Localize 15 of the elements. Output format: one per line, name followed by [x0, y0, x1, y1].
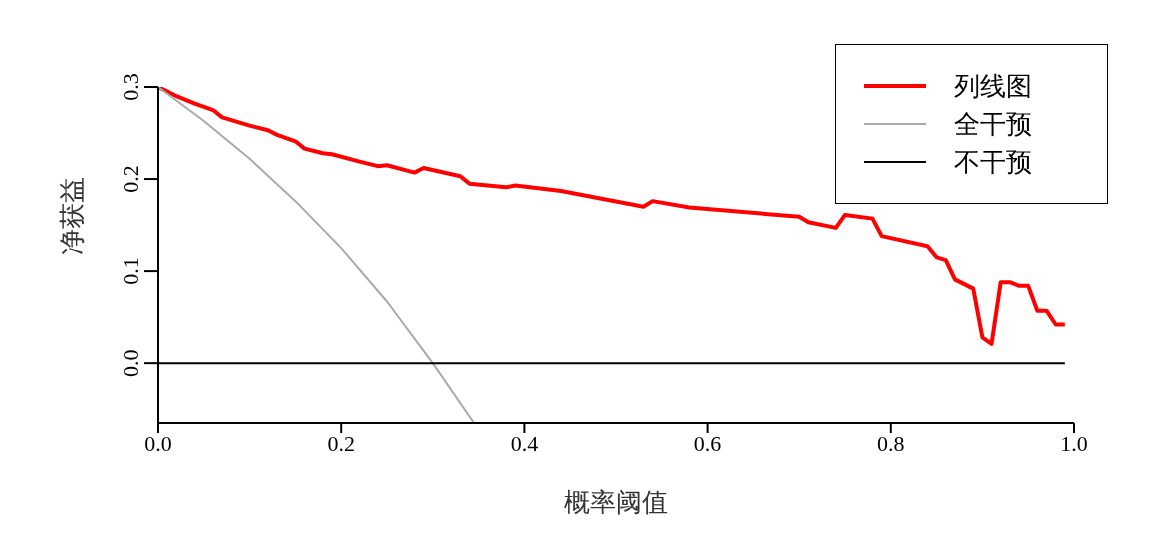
y-axis-title: 净获益	[58, 177, 88, 255]
y-tick-label: 0.2	[118, 165, 143, 193]
legend-label: 全干预	[954, 108, 1032, 141]
legend-label: 列线图	[954, 70, 1032, 103]
x-tick-label: 1.0	[1060, 430, 1088, 456]
x-tick-label: 0.6	[693, 430, 722, 456]
x-axis-title: 概率阈值	[564, 488, 668, 517]
y-tick-label: 0.1	[118, 257, 143, 285]
legend-label: 不干预	[954, 146, 1032, 179]
y-tick-label: 0.3	[118, 73, 143, 101]
y-tick-label: 0.0	[118, 349, 143, 377]
x-tick-label: 0.8	[877, 430, 905, 456]
x-tick-label: 0.2	[327, 430, 355, 456]
x-tick-label: 0.4	[510, 430, 539, 456]
x-tick-label: 0.0	[144, 430, 172, 456]
